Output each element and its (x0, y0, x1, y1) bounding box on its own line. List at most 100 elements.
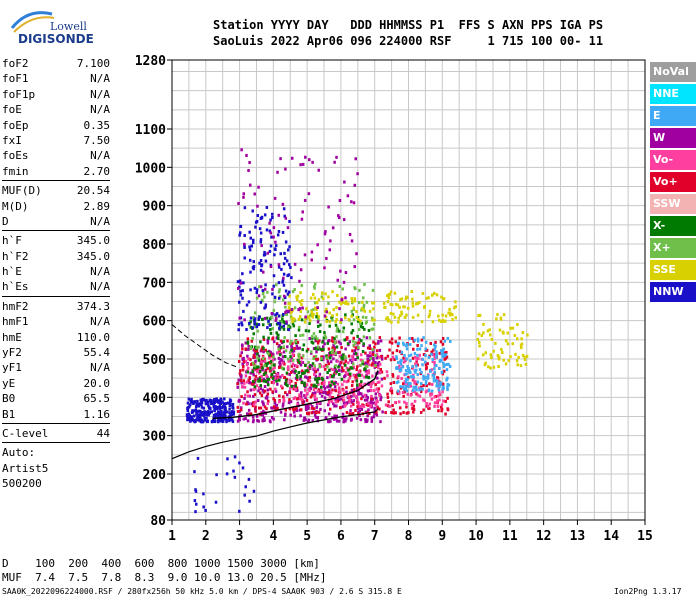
data-point-vo (292, 397, 296, 401)
data-point-nnw (193, 420, 196, 424)
data-point-vo (433, 361, 436, 365)
data-point-vo (320, 355, 323, 359)
data-point-e (434, 378, 437, 382)
data-point-w (344, 271, 348, 275)
data-point-vo (378, 380, 381, 384)
data-point-nnw (219, 410, 222, 414)
data-point-sse (489, 333, 492, 337)
data-point-nnw (193, 414, 196, 418)
param-value: 7.50 (83, 133, 111, 147)
data-point-vo (389, 382, 393, 386)
data-point-nnw (259, 240, 263, 244)
data-point-x (303, 383, 306, 387)
data-point-sse (489, 366, 492, 370)
data-point-vo (271, 367, 275, 371)
data-point-vo (411, 410, 415, 414)
data-point-sse (394, 302, 398, 306)
data-point-vo (243, 381, 246, 385)
param-row-fxi: fxI 7.50 (2, 133, 110, 148)
data-point-w (350, 388, 354, 392)
data-point-nnw (277, 296, 281, 300)
data-point-nnw (223, 402, 226, 406)
data-point-vo (313, 396, 317, 400)
data-point-w (306, 403, 309, 407)
data-point-nnw (284, 289, 288, 293)
data-point-nnw (244, 485, 247, 489)
data-point-vo (332, 340, 335, 344)
param-row-foes: foEs N/A (2, 148, 110, 163)
data-point-w (340, 369, 344, 373)
param-row-hf2: h`F2 345.0 (2, 249, 110, 264)
data-point-e (399, 362, 403, 366)
data-point-x (269, 366, 272, 370)
data-point-x (326, 365, 329, 369)
data-point-vo (352, 336, 355, 340)
data-point-vo (243, 359, 246, 363)
data-point-vo (244, 393, 247, 397)
data-point-x (347, 368, 350, 372)
data-point-sse (291, 320, 294, 324)
data-point-x (253, 311, 257, 315)
data-point-x (362, 305, 366, 309)
data-point-w (326, 385, 329, 389)
data-point-w (380, 357, 384, 361)
data-point-vo (388, 340, 392, 344)
data-point-x (334, 352, 338, 356)
data-point-x (367, 328, 371, 332)
data-point-sse (336, 294, 339, 298)
data-point-vo (355, 365, 359, 369)
data-point-vo (330, 339, 334, 343)
data-point-vo (444, 412, 447, 416)
data-point-vo (316, 401, 320, 405)
data-point-vo (405, 402, 408, 406)
data-point-w (307, 405, 310, 409)
param-note: Artist5 (2, 461, 49, 475)
param-value: N/A (90, 265, 110, 279)
data-point-x (271, 327, 274, 331)
x-tick-label: 8 (405, 529, 413, 544)
data-point-x (326, 341, 329, 345)
data-point-w (304, 404, 308, 408)
data-point-nnw (238, 300, 241, 304)
data-point-vo (306, 347, 310, 351)
data-point-vo (424, 363, 428, 367)
data-point-e (433, 347, 437, 351)
data-point-nnw (252, 260, 255, 264)
data-point-vo (246, 337, 250, 341)
data-point-vo (293, 347, 296, 351)
data-point-w (283, 418, 286, 422)
data-point-vo (331, 382, 334, 386)
data-point-x (255, 296, 259, 300)
data-point-w (281, 402, 285, 406)
data-point-e (446, 376, 449, 380)
data-point-w (236, 419, 240, 423)
data-point-e (409, 359, 412, 363)
data-point-vo (290, 379, 293, 383)
data-point-w (337, 216, 341, 220)
data-point-x (299, 374, 302, 378)
data-point-sse (334, 320, 337, 324)
data-point-w (292, 349, 296, 353)
data-point-sse (343, 316, 347, 320)
data-point-e (395, 355, 398, 359)
data-point-x (327, 301, 330, 305)
data-point-x (320, 356, 323, 360)
data-point-e (437, 384, 440, 388)
data-point-sse (502, 313, 506, 317)
data-point-sse (425, 296, 428, 300)
data-point-vo (344, 370, 348, 374)
x-tick-label: 1 (168, 529, 176, 544)
data-point-w (374, 360, 377, 364)
data-point-sse (400, 310, 403, 314)
data-point-w (248, 161, 251, 165)
data-point-nnw (213, 400, 216, 404)
data-point-e (405, 372, 408, 376)
data-point-e (435, 381, 439, 385)
data-point-w (371, 350, 375, 354)
data-point-e (414, 368, 418, 372)
data-point-nnw (222, 405, 225, 409)
data-point-e (402, 387, 406, 391)
data-point-vo (404, 359, 407, 363)
data-point-w (269, 350, 272, 354)
